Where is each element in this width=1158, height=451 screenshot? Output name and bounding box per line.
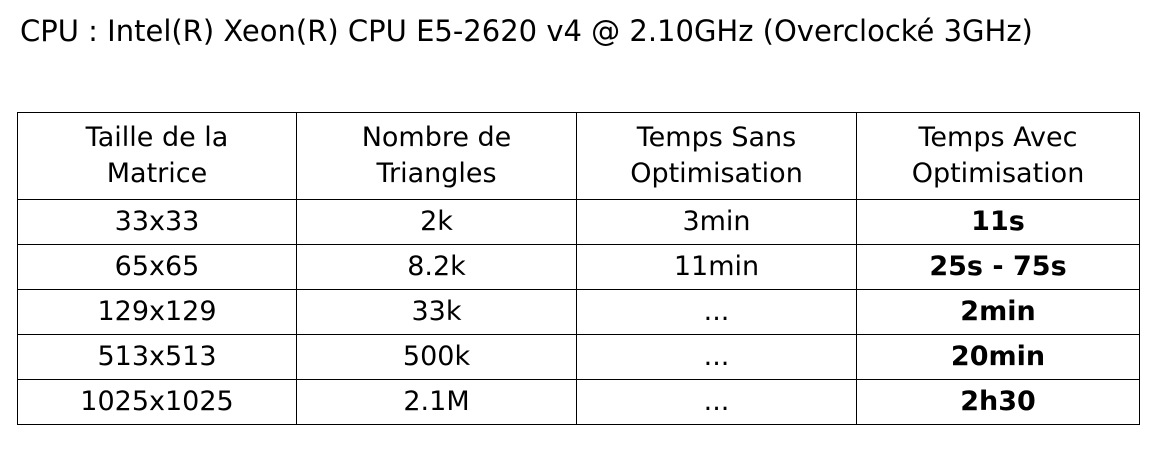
time-without-optimisation-cell: ... (576, 379, 857, 425)
header-line: Matrice (106, 158, 208, 189)
header-triangle-count: Nombre de Triangles (296, 112, 577, 200)
matrix-size-cell: 1025x1025 (17, 379, 297, 425)
header-line: Temps Avec (918, 122, 1078, 153)
header-matrix-size: Taille de la Matrice (17, 112, 297, 200)
table-row: 65x65 8.2k 11min 25s - 75s (17, 244, 1140, 290)
triangle-count-cell: 33k (296, 289, 577, 335)
header-line: Nombre de (361, 122, 512, 153)
time-with-optimisation-cell: 2h30 (856, 379, 1140, 425)
time-with-optimisation-cell: 25s - 75s (856, 244, 1140, 290)
time-without-optimisation-cell: ... (576, 289, 857, 335)
table-row: 129x129 33k ... 2min (17, 289, 1140, 335)
cpu-info-text: CPU : Intel(R) Xeon(R) CPU E5-2620 v4 @ … (20, 14, 1033, 48)
results-table: Taille de la Matrice Nombre de Triangles… (17, 112, 1140, 425)
time-with-optimisation-cell: 2min (856, 289, 1140, 335)
table-body: 33x33 2k 3min 11s 65x65 8.2k 11min 25s -… (17, 199, 1140, 425)
matrix-size-cell: 513x513 (17, 334, 297, 380)
time-without-optimisation-cell: 11min (576, 244, 857, 290)
time-without-optimisation-cell: 3min (576, 199, 857, 245)
time-with-optimisation-cell: 20min (856, 334, 1140, 380)
table-row: 33x33 2k 3min 11s (17, 199, 1140, 245)
header-line: Taille de la (85, 122, 229, 153)
header-line: Temps Sans (636, 122, 797, 153)
triangle-count-cell: 8.2k (296, 244, 577, 290)
table-header: Taille de la Matrice Nombre de Triangles… (17, 112, 1140, 200)
table-row: 1025x1025 2.1M ... 2h30 (17, 379, 1140, 425)
header-line: Optimisation (911, 158, 1085, 189)
triangle-count-cell: 500k (296, 334, 577, 380)
table-row: 513x513 500k ... 20min (17, 334, 1140, 380)
matrix-size-cell: 129x129 (17, 289, 297, 335)
header-time-without-optimisation: Temps Sans Optimisation (576, 112, 857, 200)
matrix-size-cell: 65x65 (17, 244, 297, 290)
header-row: Taille de la Matrice Nombre de Triangles… (17, 112, 1140, 200)
header-line: Optimisation (630, 158, 803, 189)
triangle-count-cell: 2k (296, 199, 577, 245)
time-without-optimisation-cell: ... (576, 334, 857, 380)
triangle-count-cell: 2.1M (296, 379, 577, 425)
time-with-optimisation-cell: 11s (856, 199, 1140, 245)
header-time-with-optimisation: Temps Avec Optimisation (856, 112, 1140, 200)
matrix-size-cell: 33x33 (17, 199, 297, 245)
header-line: Triangles (376, 158, 497, 189)
